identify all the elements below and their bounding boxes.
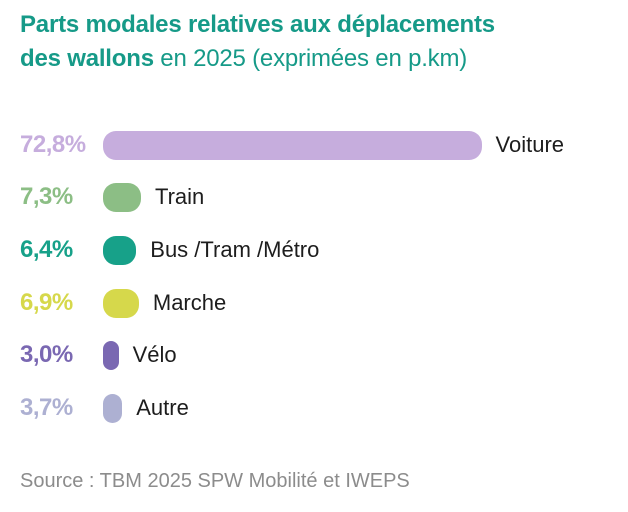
category-label: Vélo — [132, 342, 177, 367]
value-label: 6,9% — [20, 289, 73, 316]
category-label: Train — [154, 184, 205, 209]
chart-row-train: 7,3% Train — [20, 182, 628, 212]
title-line-2: des wallons en 2025 (exprimées en p.km) — [20, 42, 495, 76]
page-title: Parts modales relatives aux déplacements… — [20, 8, 495, 76]
chart-row-marche: 6,9% Marche — [20, 288, 628, 318]
value-label: 6,4% — [20, 236, 73, 263]
value-label: 72,8% — [20, 131, 86, 158]
value-label: 3,7% — [20, 394, 73, 421]
title-line2-regular: en 2025 (exprimées en p.km) — [153, 45, 468, 72]
bar — [103, 235, 137, 265]
category-label: Bus /Tram /Métro — [150, 237, 320, 262]
category-label: Marche — [152, 290, 227, 315]
title-line2-bold: des wallons — [20, 45, 154, 72]
value-label: 7,3% — [20, 183, 73, 210]
chart-row-bus-tram-metro: 6,4% Bus /Tram /Métro — [20, 235, 628, 265]
source-note: Source : TBM 2025 SPW Mobilité et IWEPS — [20, 470, 410, 492]
title-line-1: Parts modales relatives aux déplacements — [20, 8, 495, 42]
title-line1-bold: Parts modales relatives aux déplacements — [20, 11, 495, 38]
chart-row-velo: 3,0% Vélo — [20, 340, 628, 370]
chart-row-voiture: 72,8% Voiture — [20, 130, 628, 160]
bar — [103, 288, 139, 318]
chart-row-autre: 3,7% Autre — [20, 393, 628, 423]
bar — [103, 182, 141, 212]
value-label: 3,0% — [20, 341, 73, 368]
category-label: Autre — [136, 395, 189, 420]
bar — [103, 130, 482, 160]
bar — [103, 340, 119, 370]
category-label: Voiture — [495, 132, 565, 157]
bar — [103, 393, 123, 423]
